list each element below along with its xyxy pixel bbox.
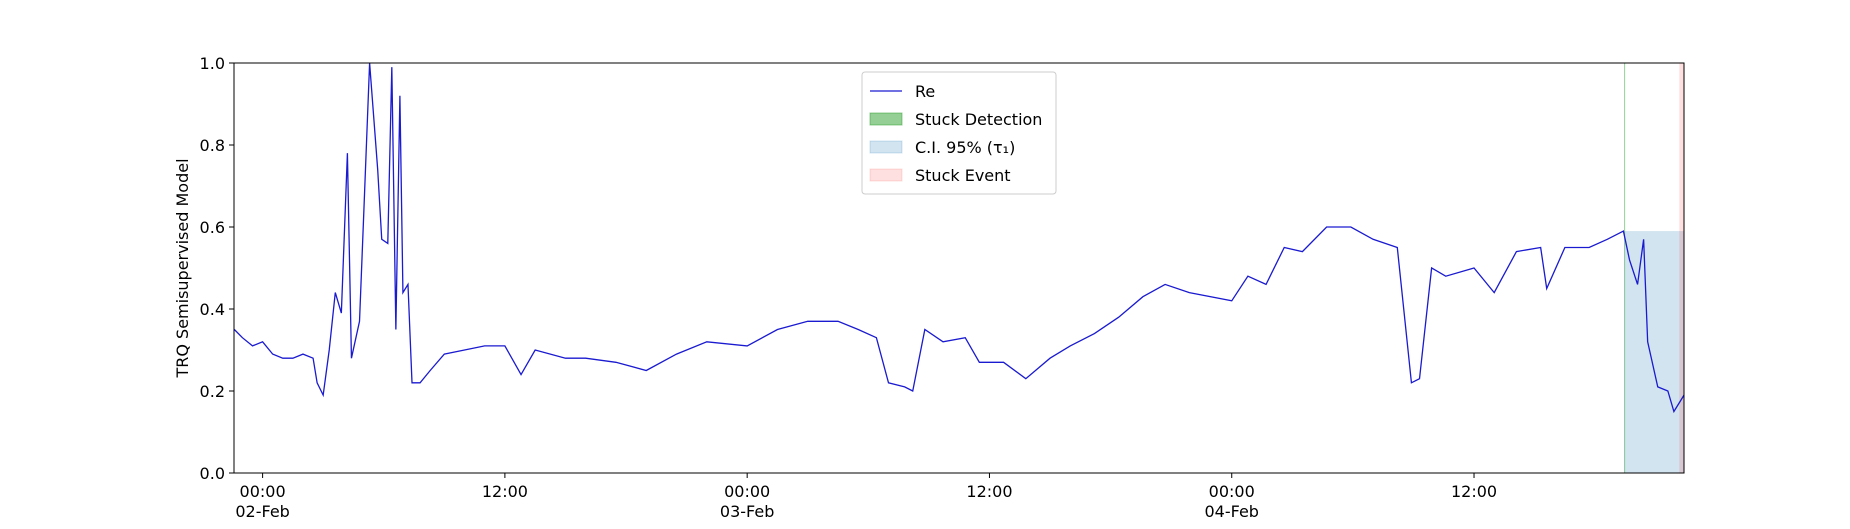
y-axis-label: TRQ Semisupervised Model [173, 158, 192, 378]
x-tick-label: 12:00 [966, 482, 1012, 501]
data-line [233, 62, 1685, 414]
legend-label: Re [915, 82, 935, 101]
legend-patch [869, 112, 903, 126]
span [1624, 231, 1684, 473]
x-tick-label: 00:00 [724, 482, 770, 501]
legend-patch [869, 140, 903, 154]
y-tick-label: 0.8 [200, 136, 225, 155]
x-tick-label: 03-Feb [720, 502, 774, 521]
span [1624, 63, 1626, 473]
y-tick-label: 0.2 [200, 382, 225, 401]
legend-patch [869, 168, 903, 182]
y-tick-label: 0.0 [200, 464, 225, 483]
x-tick-label: 00:00 [240, 482, 286, 501]
x-tick-label: 12:00 [1451, 482, 1497, 501]
legend-label: C.I. 95% (τ₁) [915, 138, 1015, 157]
x-tick-label: 02-Feb [235, 502, 289, 521]
legend-label: Stuck Event [915, 166, 1011, 185]
y-tick-label: 0.6 [200, 218, 225, 237]
x-tick-label: 00:00 [1209, 482, 1255, 501]
plot-frame [233, 62, 1685, 474]
x-tick-label: 04-Feb [1205, 502, 1259, 521]
legend: Re Stuck Detection C.I. 95% (τ₁) Stuck Even… [861, 71, 1057, 195]
y-tick-label: 0.4 [200, 300, 225, 319]
x-tick-label: 12:00 [482, 482, 528, 501]
y-tick-label: 1.0 [200, 54, 225, 73]
legend-box [861, 71, 1057, 195]
legend-label: Stuck Detection [915, 110, 1042, 129]
span [1679, 63, 1684, 473]
